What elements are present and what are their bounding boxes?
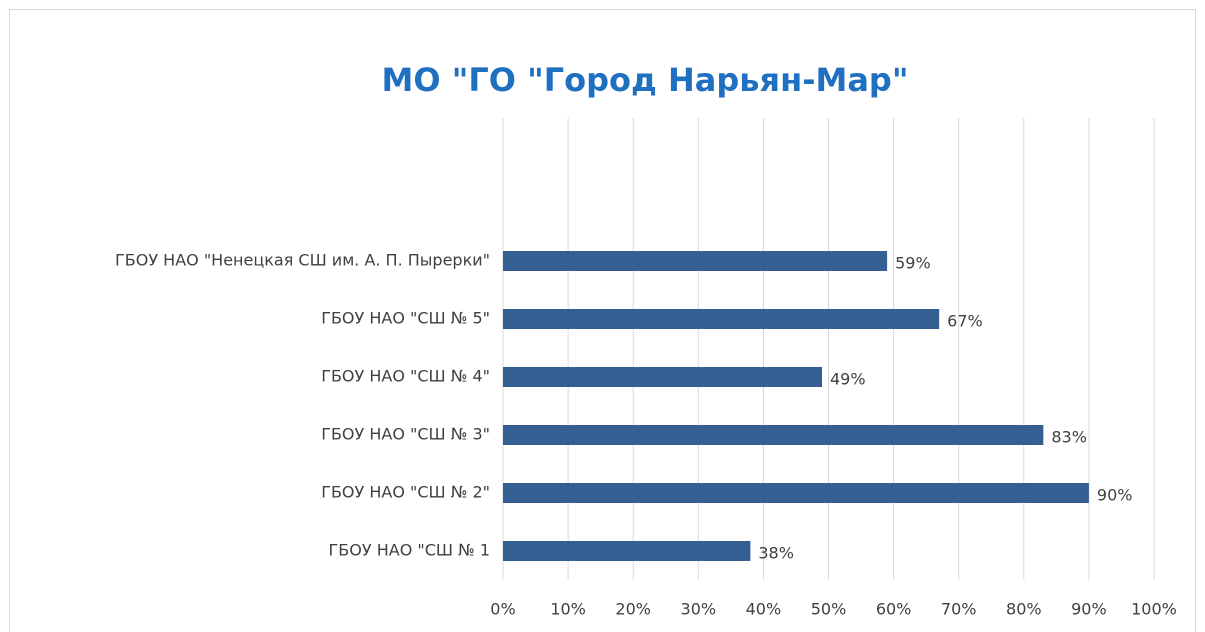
bar bbox=[503, 483, 1089, 503]
x-tick-label: 20% bbox=[615, 600, 651, 619]
bar bbox=[503, 367, 822, 387]
y-tick-label: ГБОУ НАО "СШ № 2" bbox=[321, 483, 490, 502]
y-tick-label: ГБОУ НАО "СШ № 4" bbox=[321, 367, 490, 386]
y-tick-label: ГБОУ НАО "СШ № 5" bbox=[321, 309, 490, 328]
bar bbox=[503, 541, 751, 561]
data-label: 38% bbox=[758, 544, 794, 563]
x-tick-label: 0% bbox=[490, 600, 515, 619]
x-tick-label: 60% bbox=[876, 600, 912, 619]
x-tick-label: 70% bbox=[941, 600, 977, 619]
x-tick-label: 10% bbox=[550, 600, 586, 619]
y-tick-label: ГБОУ НАО "СШ № 1 bbox=[329, 541, 490, 560]
data-label: 59% bbox=[895, 254, 931, 273]
bar bbox=[503, 309, 940, 329]
x-tick-label: 100% bbox=[1131, 600, 1177, 619]
x-tick-label: 90% bbox=[1071, 600, 1107, 619]
data-label: 49% bbox=[830, 370, 866, 389]
chart-title: МО "ГО "Город Нарьян-Мар" bbox=[382, 61, 909, 99]
y-tick-label: ГБОУ НАО "Ненецкая СШ им. А. П. Пырерки" bbox=[115, 251, 490, 270]
x-tick-label: 40% bbox=[746, 600, 782, 619]
data-label: 90% bbox=[1097, 486, 1133, 505]
bar bbox=[503, 425, 1044, 445]
data-label: 67% bbox=[947, 312, 983, 331]
bar bbox=[503, 251, 888, 271]
y-tick-label: ГБОУ НАО "СШ № 3" bbox=[321, 425, 490, 444]
x-tick-label: 80% bbox=[1006, 600, 1042, 619]
x-tick-label: 50% bbox=[811, 600, 847, 619]
x-tick-label: 30% bbox=[681, 600, 717, 619]
data-label: 83% bbox=[1051, 428, 1087, 447]
